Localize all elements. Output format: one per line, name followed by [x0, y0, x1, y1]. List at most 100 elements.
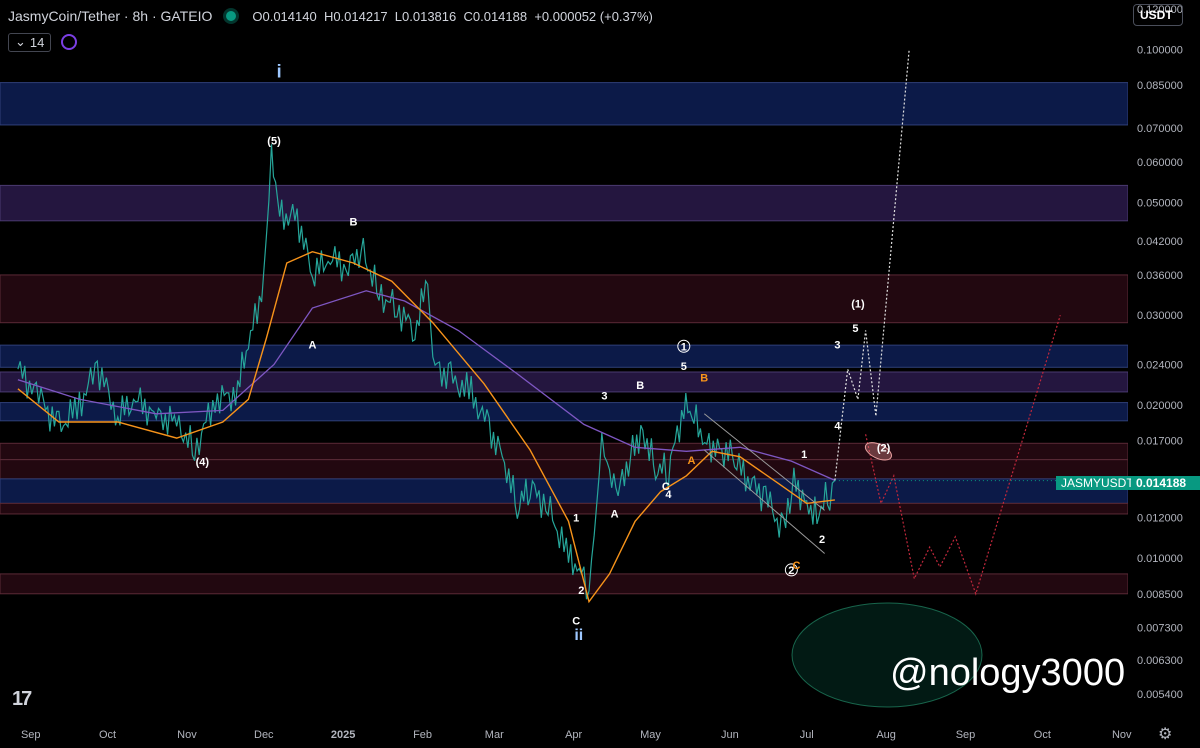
y-tick-label: 0.060000 [1137, 157, 1183, 169]
ema-fast-line [17, 250, 835, 604]
x-tick-label: 2025 [331, 729, 355, 741]
y-tick-label: 0.030000 [1137, 310, 1183, 322]
wave-label: 1 [573, 512, 579, 524]
y-tick-label: 0.036000 [1137, 270, 1183, 282]
wave-label: A [688, 455, 696, 467]
wave-label: 1 [681, 341, 687, 353]
x-tick-label: Sep [21, 729, 41, 741]
wave-label: 5 [852, 323, 858, 335]
chevron-down-icon: ⌄ [15, 34, 26, 49]
wave-label: C [793, 560, 801, 572]
x-tick-label: Oct [99, 729, 116, 741]
high-value: H0.014217 [323, 8, 388, 24]
y-tick-label: 0.005400 [1137, 689, 1183, 701]
zone-blue-8 [0, 478, 1129, 504]
zone-red-7 [0, 459, 1129, 480]
projection-bull-line [834, 49, 910, 481]
ohlc-readout: O0.014140 H0.014217 L0.013816 C0.014188 … [252, 9, 653, 24]
x-tick-label: Feb [413, 729, 432, 741]
wave-2-target-icon [864, 442, 892, 461]
x-tick-label: Nov [1112, 729, 1132, 741]
x-tick-label: May [640, 729, 661, 741]
wave-label: C [662, 481, 670, 493]
circled-marker-icon [784, 563, 798, 577]
y-tick-label: 0.010000 [1137, 553, 1183, 565]
indicator-length: 14 [29, 34, 45, 50]
price-line [17, 144, 836, 600]
zone-purple-1 [0, 184, 1129, 222]
x-tick-label: Nov [177, 729, 197, 741]
target-ellipse [791, 602, 983, 708]
zone-red-6 [0, 442, 1129, 461]
wave-label: 2 [819, 534, 825, 546]
x-tick-label: Apr [565, 729, 582, 741]
zone-red-10 [0, 573, 1129, 595]
open-value: O0.014140 [252, 8, 317, 24]
sync-icon[interactable] [61, 34, 78, 50]
wave-label: B [700, 373, 708, 385]
y-tick-label: 0.006300 [1137, 655, 1183, 667]
y-tick-label: 0.085000 [1137, 80, 1183, 92]
wave-label: A [611, 509, 619, 521]
wave-label: 3 [834, 340, 840, 352]
change-value: +0.000052 (+0.37%) [534, 8, 653, 24]
wave-label: i [277, 62, 282, 82]
x-tick-label: Aug [876, 729, 896, 741]
y-tick-label: 0.007300 [1137, 622, 1183, 634]
zone-blue-3 [0, 344, 1129, 368]
zone-blue-0 [0, 82, 1129, 126]
market-status-icon [226, 11, 237, 21]
zone-red-2 [0, 274, 1129, 324]
x-tick-label: Oct [1034, 729, 1051, 741]
watermark: @nology3000 [890, 652, 1126, 694]
projection-bear-line [865, 315, 1061, 596]
symbol-tag-name: JASMYUSDT [1056, 476, 1134, 490]
wave-label: 3 [601, 390, 607, 402]
wave-label: (2) [877, 442, 891, 454]
wave-label: (5) [267, 135, 281, 147]
channel-upper-line [703, 413, 825, 511]
y-tick-label: 0.050000 [1137, 197, 1183, 209]
close-value: C0.014188 [463, 8, 528, 24]
wave-label: B [349, 217, 357, 229]
wave-label: B [636, 380, 644, 392]
currency-button[interactable]: USDT [1133, 4, 1183, 26]
y-tick-label: 0.100000 [1137, 44, 1183, 56]
symbol-title[interactable]: JasmyCoin/Tether · 8h · GATEIO [8, 8, 213, 24]
ema-slow-line [17, 290, 836, 481]
low-value: L0.013816 [394, 8, 457, 24]
y-tick-label: 0.070000 [1137, 123, 1183, 135]
wave-label: 4 [834, 420, 841, 432]
zone-purple-4 [0, 371, 1129, 393]
y-tick-label: 0.012000 [1137, 513, 1183, 525]
y-tick-label: 0.017000 [1137, 436, 1183, 448]
wave-label: 2 [788, 565, 794, 577]
x-tick-label: Jun [721, 729, 739, 741]
indicator-toggle[interactable]: ⌄ 14 [8, 32, 52, 52]
wave-label: ii [574, 627, 583, 644]
x-tick-label: Sep [956, 729, 976, 741]
circled-marker-icon [677, 339, 691, 353]
wave-label: (4) [196, 456, 210, 468]
y-tick-label: 0.020000 [1137, 400, 1183, 412]
x-tick-label: Jul [800, 729, 814, 741]
symbol-tag-price: 0.014188 [1131, 476, 1200, 490]
wave-label: 1 [801, 449, 807, 461]
x-tick-label: Dec [254, 729, 274, 741]
channel-lower-line [703, 449, 825, 554]
tradingview-logo-icon[interactable]: 17 [12, 688, 32, 710]
wave-label: A [308, 340, 316, 352]
wave-label: 4 [665, 489, 672, 501]
indicator-legend: ⌄ 14 [8, 32, 78, 52]
y-tick-label: 0.024000 [1137, 360, 1183, 372]
wave-label: C [572, 615, 580, 627]
x-tick-label: Mar [485, 729, 504, 741]
y-tick-label: 0.042000 [1137, 236, 1183, 248]
chart-header: JasmyCoin/Tether · 8h · GATEIO O0.014140… [8, 6, 653, 26]
wave-label: 2 [578, 585, 584, 597]
gear-icon[interactable]: ⚙ [1158, 726, 1173, 743]
price-axis [1128, 0, 1200, 748]
wave-label: 5 [681, 361, 687, 373]
y-tick-label: 0.120000 [1137, 4, 1183, 16]
